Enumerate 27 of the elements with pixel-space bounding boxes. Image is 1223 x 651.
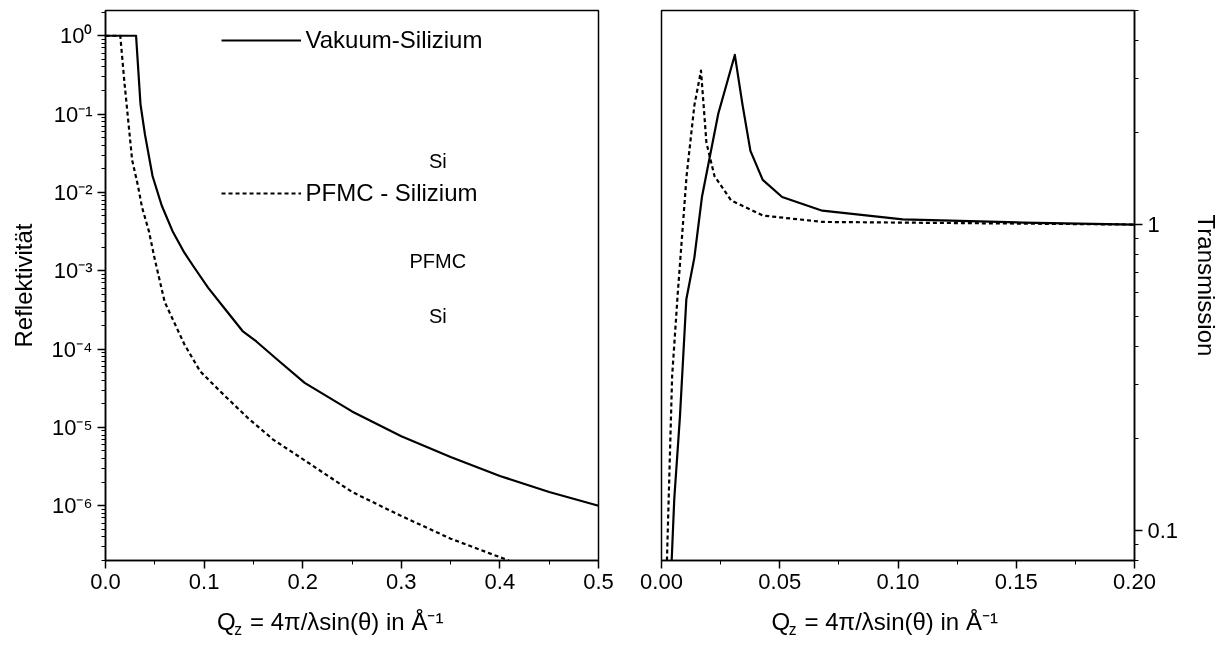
y-tick-label: 10⁻³ (53, 258, 93, 284)
x-tick-label: 0.4 (484, 568, 516, 594)
legend-label: PFMC - Silizium (305, 179, 478, 207)
annotation: Si (428, 305, 447, 328)
x-tick-label: 0.5 (583, 568, 614, 594)
y-tick-label: 10⁻⁴ (51, 336, 93, 362)
y-tick-label: 10⁻⁵ (51, 414, 93, 440)
y-tick-label: 10⁻⁶ (51, 493, 93, 519)
legend-label: Vakuum-Silizium (305, 26, 483, 54)
y2-tick-label: 1 (1147, 212, 1160, 238)
x-tick-label: 0.15 (994, 568, 1038, 594)
y-tick-label: 10⁻¹ (53, 101, 93, 127)
y-tick-label: 10⁻² (53, 179, 93, 205)
x-tick-label: 0.05 (758, 568, 802, 594)
y2-axis-title: Transmission (1193, 214, 1221, 357)
y2-tick-label: 0.1 (1147, 518, 1179, 544)
x-tick-label: 0.0 (90, 568, 121, 594)
annotation: Si (428, 150, 447, 173)
y-tick-label: 10⁰ (60, 23, 93, 49)
x-tick-label: 0.10 (876, 568, 920, 594)
x-tick-label: 0.2 (287, 568, 318, 594)
y-axis-title: Reflektivität (9, 223, 37, 348)
annotation: PFMC (409, 250, 467, 273)
x-tick-label: 0.20 (1113, 568, 1156, 594)
x-tick-label: 0.1 (188, 568, 220, 594)
x-tick-label: 0.00 (640, 568, 683, 594)
x-tick-label: 0.3 (386, 568, 417, 594)
